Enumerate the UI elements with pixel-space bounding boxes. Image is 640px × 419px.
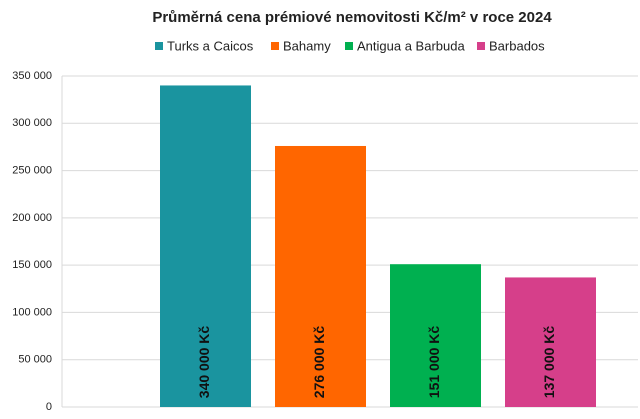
y-tick-label: 150 000 (12, 259, 52, 271)
legend-label: Barbados (489, 38, 545, 53)
y-tick-label: 350 000 (12, 70, 52, 82)
value-label: 340 000 Kč (196, 326, 212, 399)
y-tick-label: 0 (46, 401, 52, 413)
bar (275, 145, 366, 408)
chart-title: Průměrná cena prémiové nemovitosti Kč/m²… (152, 9, 552, 26)
legend-swatch (155, 42, 163, 50)
value-label: 151 000 Kč (426, 326, 442, 399)
value-label: 276 000 Kč (311, 326, 327, 399)
legend-swatch (477, 42, 485, 50)
bar (160, 85, 251, 407)
legend-label: Bahamy (283, 38, 331, 53)
bar (505, 277, 596, 407)
legend-label: Antigua a Barbuda (357, 38, 465, 53)
legend-swatch (271, 42, 279, 50)
y-tick-label: 50 000 (18, 354, 52, 366)
bar (390, 264, 481, 407)
y-tick-label: 250 000 (12, 164, 52, 176)
legend-swatch (345, 42, 353, 50)
legend-label: Turks a Caicos (167, 38, 254, 53)
y-tick-label: 100 000 (12, 306, 52, 318)
y-tick-label: 300 000 (12, 117, 52, 129)
y-tick-label: 200 000 (12, 212, 52, 224)
value-label: 137 000 Kč (541, 326, 557, 399)
